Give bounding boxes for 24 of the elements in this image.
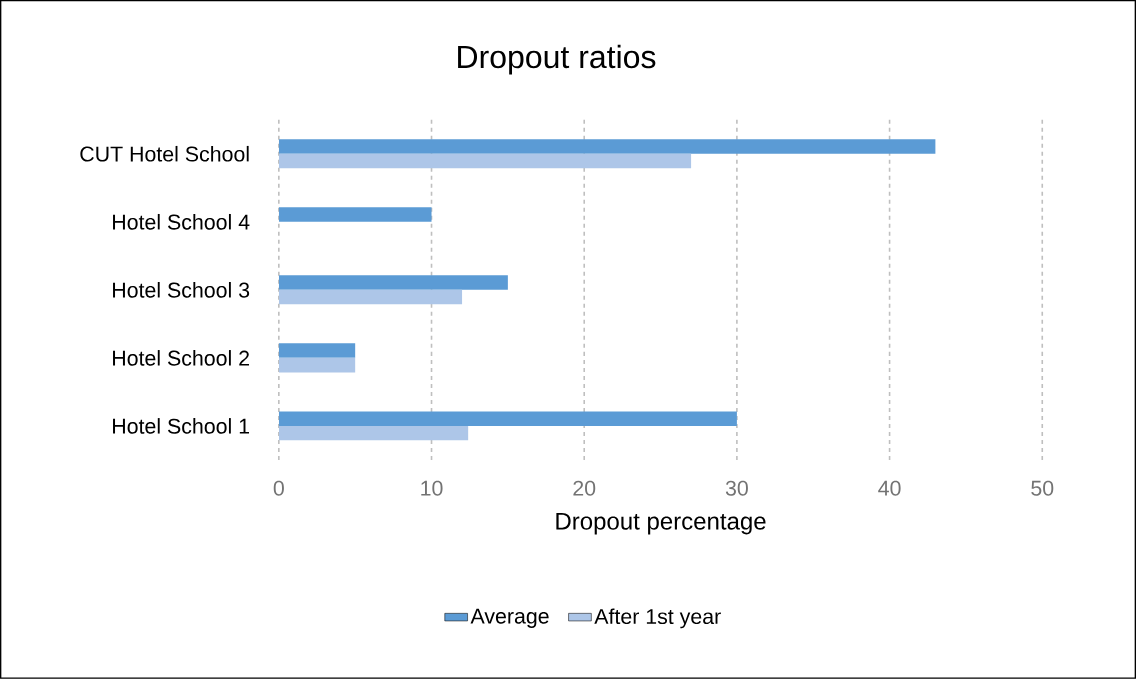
bar (278, 207, 432, 222)
x-tick-label: 50 (1031, 480, 1054, 496)
y-tick-label: Hotel School 1 (113, 418, 250, 434)
x-tick-label: 10 (421, 480, 443, 496)
bar (278, 358, 356, 373)
bar (278, 153, 692, 169)
bar (278, 275, 508, 290)
y-tick-label: Hotel School 3 (113, 282, 250, 298)
y-tick-label: Hotel School 2 (113, 350, 249, 366)
x-tick-label: 30 (725, 480, 748, 496)
bar (278, 411, 737, 427)
legend-label: Average (470, 608, 549, 629)
bar (278, 343, 356, 359)
bar (278, 139, 936, 154)
bar (278, 289, 463, 305)
x-tick-label: 40 (878, 480, 901, 496)
x-axis-title: Dropout percentage (556, 513, 766, 535)
legend-label: After 1st year (594, 608, 721, 629)
x-tick-label: 20 (573, 480, 596, 496)
y-tick-label: CUT Hotel School (80, 146, 249, 162)
x-tick-label: 0 (273, 480, 284, 496)
bar (278, 426, 469, 441)
chart-title: Dropout ratios (458, 44, 656, 75)
y-tick-label: Hotel School 4 (113, 214, 250, 230)
